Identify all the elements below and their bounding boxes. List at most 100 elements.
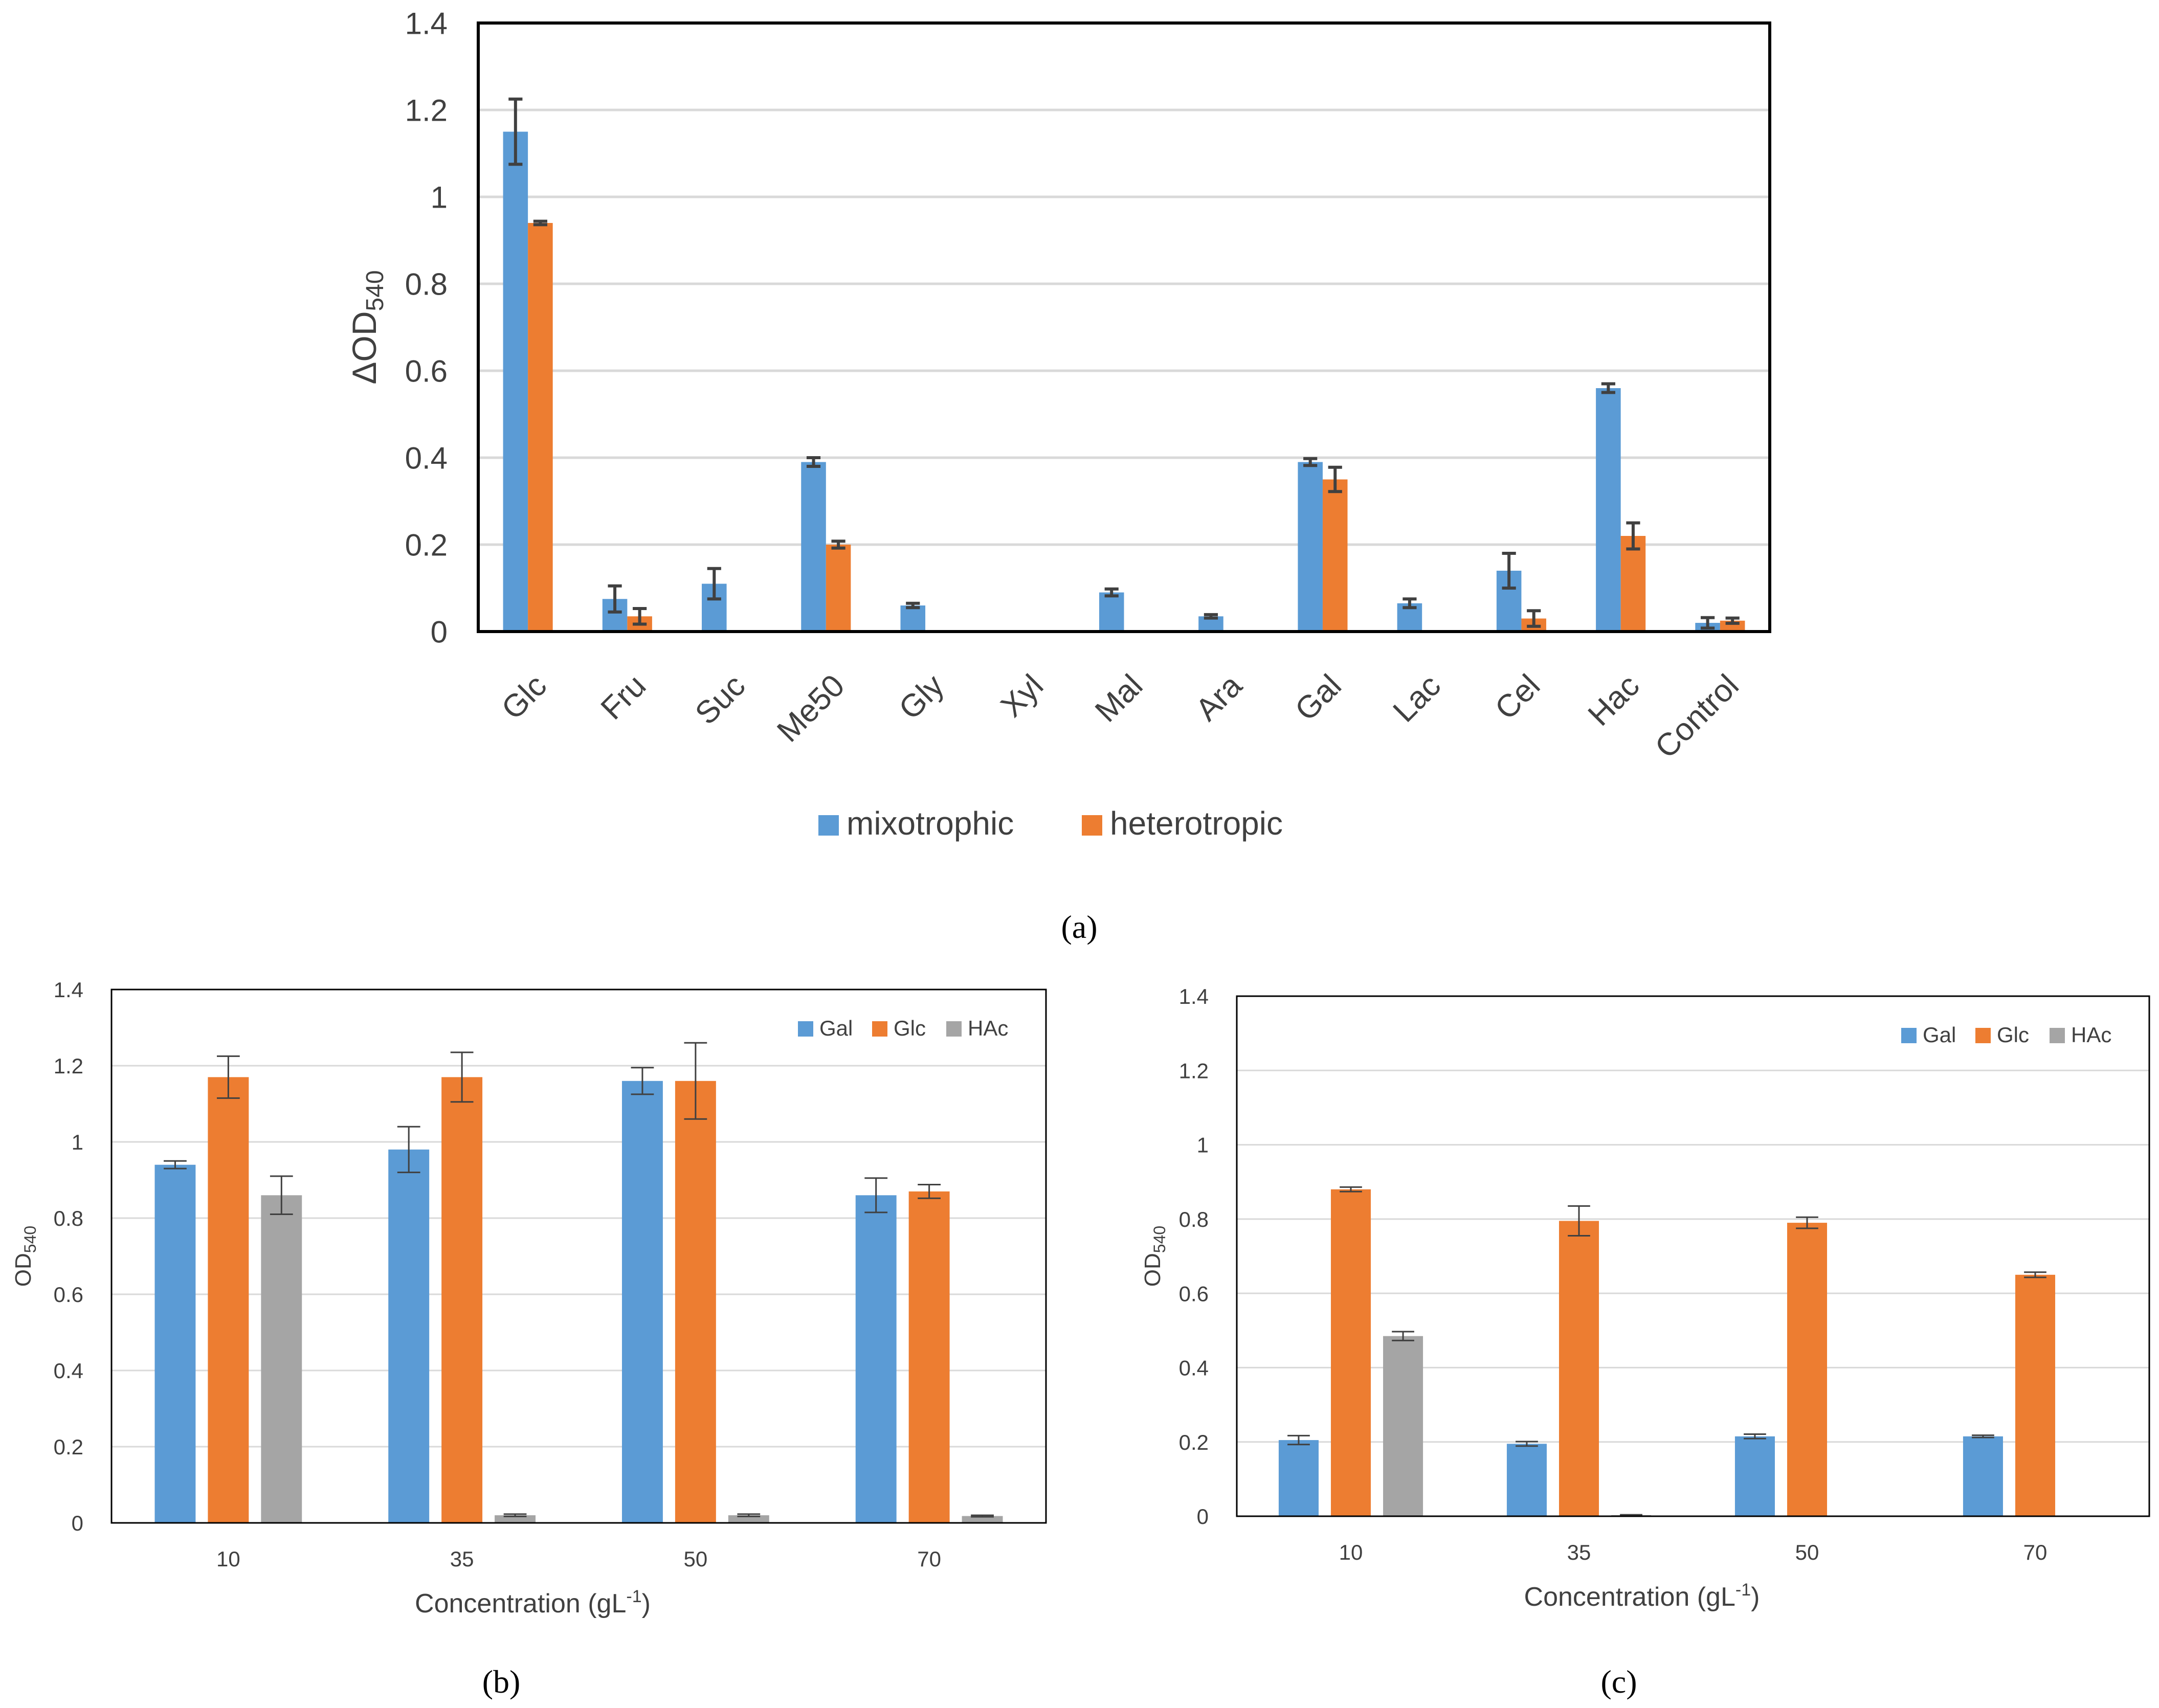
bar-hac-10 (261, 1195, 302, 1523)
x-tick-label: Me50 (770, 668, 851, 749)
y-tick-label: 0.2 (405, 528, 448, 563)
x-tick-label: 70 (917, 1547, 941, 1571)
bar-gal-50 (1734, 1436, 1775, 1516)
legend-swatch-gal (1901, 1028, 1917, 1043)
bar-glc-70 (908, 1191, 950, 1523)
x-tick-label: Gal (1288, 668, 1348, 728)
bar-glc-35 (1559, 1221, 1599, 1516)
y-axis-label-main: OD (1140, 1253, 1165, 1287)
x-tick-label: 50 (1795, 1540, 1819, 1564)
bar-mixotrophic-gal (1298, 462, 1323, 632)
bar-mixotrophic-mal (1099, 592, 1124, 632)
y-axis-label-sub: 540 (362, 270, 389, 311)
x-tick-label: Fru (594, 668, 653, 727)
x-tick-label: Xyl (994, 668, 1050, 724)
bar-gal-70 (1963, 1436, 2003, 1516)
y-tick-label: 0.8 (405, 267, 448, 302)
y-tick-label: 1 (72, 1130, 83, 1154)
plot-frame (477, 21, 1771, 633)
bar-mixotrophic-me50 (801, 462, 826, 632)
bar-gal-50 (621, 1081, 663, 1523)
bar-glc-50 (675, 1081, 716, 1523)
panel-label-b: (b) (482, 1664, 521, 1700)
x-tick-label: Hac (1582, 668, 1646, 733)
legend-label-gal: Gal (819, 1016, 853, 1040)
y-tick-label: 0 (1197, 1504, 1209, 1529)
legend-label-gal: Gal (1923, 1023, 1956, 1047)
y-tick-label: 0.2 (1179, 1430, 1209, 1454)
x-tick-label: Glc (495, 668, 553, 727)
legend-swatch-glc (872, 1021, 887, 1037)
bar-glc-70 (2015, 1274, 2056, 1516)
bar-glc-10 (1330, 1189, 1371, 1516)
y-tick-label: 1.4 (54, 978, 83, 1002)
y-tick-label: 0.2 (54, 1435, 83, 1459)
y-tick-label: 1.2 (1179, 1059, 1209, 1083)
x-tick-label: 50 (684, 1547, 708, 1571)
y-axis-label-sub: 540 (1150, 1226, 1169, 1253)
bar-mixotrophic-glc (503, 131, 528, 632)
y-tick-label: 0 (431, 615, 448, 649)
y-axis-label-main: OD (11, 1253, 36, 1287)
x-axis-label-end: ) (642, 1589, 651, 1619)
bar-heterotropic-me50 (826, 545, 851, 632)
bar-heterotropic-glc (528, 223, 553, 632)
chart-a: 0 0.2 0.4 0.6 0.8 1 1.2 1.4 Glc Fru Suc Me50 Gly Xyl M… (345, 7, 1771, 842)
x-tick-label: Control (1649, 668, 1746, 765)
plot-frame (1236, 995, 2150, 1517)
bar-gal-35 (1506, 1444, 1547, 1516)
legend-label-glc: Glc (894, 1016, 926, 1040)
y-axis-label: ΔOD540 (345, 270, 389, 384)
x-axis-label-sup: -1 (626, 1587, 641, 1606)
bar-gal-10 (1278, 1440, 1319, 1516)
bar-glc-35 (441, 1077, 483, 1523)
legend-swatch-glc (1975, 1028, 1991, 1043)
bar-heterotropic-hac (1620, 536, 1646, 632)
chart-b: 0 0.2 0.4 0.6 0.8 1 1.2 1.4 10 35 50 70 OD540 Concent… (11, 978, 1047, 1619)
y-tick-label: 0.6 (1179, 1282, 1209, 1306)
x-axis-label-end: ) (1751, 1582, 1760, 1612)
y-axis-label-main: ΔOD (345, 311, 383, 385)
x-axis-label-main: Concentration (gL (1524, 1582, 1735, 1612)
legend-swatch-mixotrophic (818, 815, 839, 836)
x-tick-label: Mal (1088, 668, 1149, 729)
bar-gal-10 (154, 1164, 196, 1523)
legend-label-heterotropic: heterotropic (1110, 805, 1283, 842)
y-tick-label: 1.2 (54, 1054, 83, 1078)
y-tick-label: 1.4 (405, 7, 448, 41)
x-axis-label-main: Concentration (gL (415, 1589, 626, 1619)
y-tick-label: 0.4 (54, 1359, 83, 1383)
y-tick-label: 0.6 (54, 1283, 83, 1307)
x-tick-label: 35 (1567, 1540, 1591, 1564)
bar-mixotrophic-hac (1596, 388, 1621, 632)
bar-mixotrophic-gly (900, 605, 926, 632)
x-tick-label: Ara (1189, 668, 1249, 728)
x-tick-label: Suc (688, 668, 752, 731)
plot-frame (110, 988, 1047, 1524)
legend-swatch-heterotropic (1082, 815, 1102, 836)
bar-hac-10 (1383, 1336, 1423, 1516)
legend-label-hac: HAc (2071, 1023, 2111, 1047)
y-tick-label: 0.4 (405, 441, 448, 476)
legend-label-hac: HAc (968, 1016, 1008, 1040)
x-tick-label: 70 (2023, 1540, 2047, 1564)
x-tick-label: Cel (1488, 668, 1547, 727)
x-axis-label: Concentration (gL-1) (415, 1587, 651, 1619)
bar-heterotropic-gal (1322, 479, 1348, 632)
x-axis-label: Concentration (gL-1) (1524, 1580, 1760, 1612)
y-tick-label: 0.4 (1179, 1356, 1209, 1380)
panel-label-c: (c) (1600, 1664, 1637, 1700)
y-axis-label: OD540 (1140, 1226, 1169, 1287)
y-tick-label: 1.2 (405, 94, 448, 128)
x-tick-label: 10 (216, 1547, 240, 1571)
y-tick-label: 0.8 (54, 1206, 83, 1230)
x-tick-label: Lac (1387, 668, 1448, 729)
x-tick-label: 10 (1339, 1540, 1363, 1564)
legend-label-mixotrophic: mixotrophic (847, 805, 1014, 842)
chart-c: 0 0.2 0.4 0.6 0.8 1 1.2 1.4 10 35 50 70 OD540 Concent… (1140, 984, 2150, 1612)
bar-glc-10 (208, 1077, 249, 1523)
y-axis-label: OD540 (11, 1226, 39, 1287)
y-tick-label: 1.4 (1179, 984, 1209, 1008)
legend-swatch-hac (2050, 1028, 2065, 1043)
